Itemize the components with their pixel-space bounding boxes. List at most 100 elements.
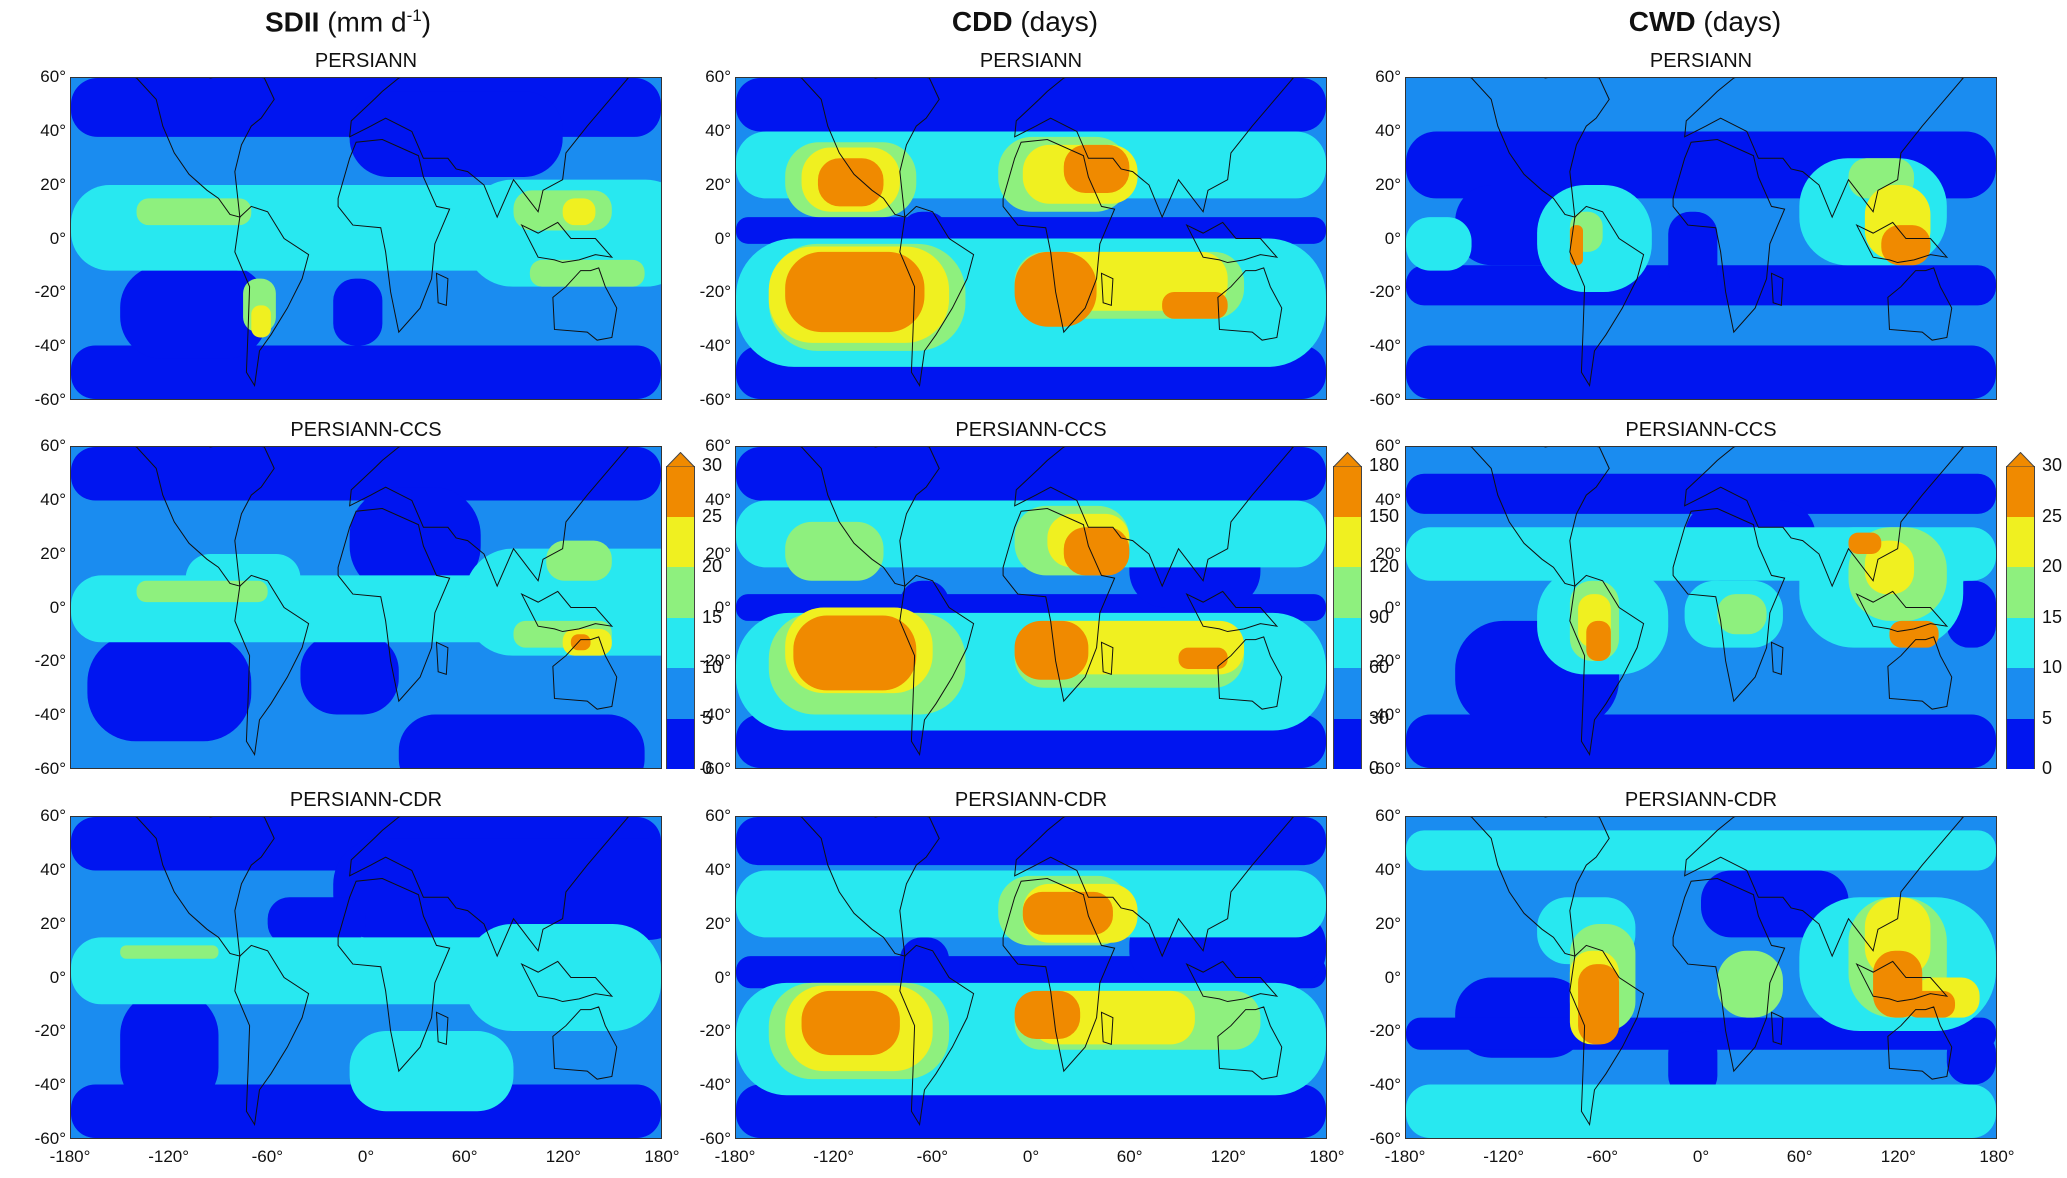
y-axis-tick-label: -40° xyxy=(699,705,731,725)
field-region xyxy=(1668,211,1718,292)
map-cdd-ccs-svg xyxy=(736,447,1326,768)
coastline xyxy=(135,447,275,587)
map-sdii-ccs-svg xyxy=(71,447,661,768)
field-region xyxy=(464,548,661,656)
coastline xyxy=(1672,878,1786,1073)
coastline xyxy=(1770,641,1784,676)
y-axis-tick-label: -20° xyxy=(34,282,66,302)
panel-title-sdii-ccs: PERSIANN-CCS xyxy=(290,419,442,441)
panel-title-cdd-ccs: PERSIANN-CCS xyxy=(955,419,1107,441)
colorbar-segment xyxy=(2006,668,2035,719)
panel-title-cwd-ccs: PERSIANN-CCS xyxy=(1625,419,1777,441)
field-region xyxy=(1905,990,1956,1018)
colorbar-arrow-shape xyxy=(666,452,695,467)
field-region xyxy=(202,190,432,271)
y-axis-tick-label: 20° xyxy=(40,174,66,194)
field-region xyxy=(1406,473,1996,514)
map-cdd-cdr xyxy=(735,816,1327,1139)
map-cwd-persiann xyxy=(1405,77,1997,400)
x-axis-tick-label: 60° xyxy=(451,1147,478,1166)
field-region xyxy=(1889,620,1939,648)
colorbar: 0 5 10 15 20 25 30 xyxy=(666,452,722,778)
y-axis-tick-label: -60° xyxy=(699,390,731,409)
coastline xyxy=(1014,817,1294,958)
coastline xyxy=(234,944,310,1127)
coastline xyxy=(1887,267,1953,341)
map-cdd-ccs xyxy=(735,446,1327,769)
y-axis-tick-label: 40° xyxy=(705,859,731,879)
coastline xyxy=(1684,447,1964,588)
field-region xyxy=(120,265,268,359)
coastline xyxy=(1569,205,1645,388)
panel-title-sdii-cdr: PERSIANN-CDR xyxy=(289,789,443,811)
y-axis-tick-label: -20° xyxy=(1369,282,1401,302)
coastline xyxy=(1569,574,1645,757)
field-region xyxy=(267,897,366,946)
coastline xyxy=(1470,817,1610,957)
colorbar-segment xyxy=(2006,516,2035,567)
field-region xyxy=(736,78,1326,132)
map-cdd-persiann-svg xyxy=(736,78,1326,399)
coastline xyxy=(1100,1011,1114,1046)
field-region xyxy=(817,158,884,207)
y-axis-tick-label: 60° xyxy=(1375,806,1401,825)
cdd-title-rest: (days) xyxy=(1012,6,1099,37)
colorbar-segment xyxy=(2006,617,2035,668)
coastline xyxy=(1770,1011,1784,1046)
colorbar-tick-label: 10 xyxy=(702,657,723,677)
y-axis-tick-label: 0° xyxy=(714,967,731,987)
cwd-title-rest: (days) xyxy=(1695,6,1782,37)
field-region xyxy=(1946,1031,1996,1085)
coastline xyxy=(1014,447,1294,588)
coastline xyxy=(1002,878,1116,1073)
colorbar-segment xyxy=(666,567,695,618)
colorbar-tick-label: 5 xyxy=(702,707,713,728)
colorbar-tick-label: 30 xyxy=(2042,455,2063,475)
coastline xyxy=(1217,267,1283,341)
map-cwd-ccs-svg xyxy=(1406,447,1996,768)
y-axis-tick-label: 60° xyxy=(705,806,731,825)
field-region xyxy=(300,634,399,715)
y-axis-tick-label: 0° xyxy=(714,597,731,617)
y-axis-tick-label: -40° xyxy=(699,1075,731,1095)
map-cwd-cdr xyxy=(1405,816,1997,1139)
y-axis-tick-label: -40° xyxy=(1369,1075,1401,1095)
field-region xyxy=(562,198,596,226)
coastline xyxy=(899,944,975,1127)
y-axis-tick-label: 0° xyxy=(49,597,66,617)
field-region xyxy=(1586,620,1611,661)
y-axis-tick-label: 20° xyxy=(1375,543,1401,563)
field-region xyxy=(1578,964,1620,1045)
y-axis-tick-label: -40° xyxy=(34,336,66,356)
coastline xyxy=(1684,78,1964,219)
colorbar-tick-label: 20 xyxy=(2042,556,2063,576)
field-region xyxy=(87,634,252,742)
y-axis-tick-label: -60° xyxy=(699,1129,731,1148)
field-region xyxy=(71,447,661,501)
coastline xyxy=(349,78,629,219)
field-region xyxy=(1406,345,1996,399)
coastline xyxy=(435,1011,449,1046)
coastline xyxy=(337,139,451,334)
colorbar-extend-arrow xyxy=(666,452,695,467)
coastline xyxy=(1569,944,1645,1127)
coastline xyxy=(1470,447,1610,587)
y-axis-tick-label: -20° xyxy=(34,1021,66,1041)
colorbar-tick-label: 60 xyxy=(1369,657,1390,677)
field-region xyxy=(251,305,271,338)
colorbar-tick-label: 120 xyxy=(1369,556,1400,576)
colorbar-tick-label: 0 xyxy=(702,758,713,778)
colorbar-segment xyxy=(1333,718,1362,769)
colorbar-tick-label: 5 xyxy=(2042,707,2053,728)
field-region xyxy=(1063,527,1130,576)
y-axis-tick-label: 60° xyxy=(705,67,731,86)
field-region xyxy=(529,259,645,287)
y-axis-tick-label: 40° xyxy=(705,120,731,140)
coastline xyxy=(1684,817,1964,958)
colorbar-tick-label: 10 xyxy=(2042,657,2063,677)
y-axis-tick-label: 60° xyxy=(1375,67,1401,86)
sdii-title-bold: SDII xyxy=(264,6,320,38)
y-axis-tick-label: -20° xyxy=(699,1021,731,1041)
y-axis-tick-label: 40° xyxy=(1375,120,1401,140)
field-region xyxy=(1717,950,1783,1018)
